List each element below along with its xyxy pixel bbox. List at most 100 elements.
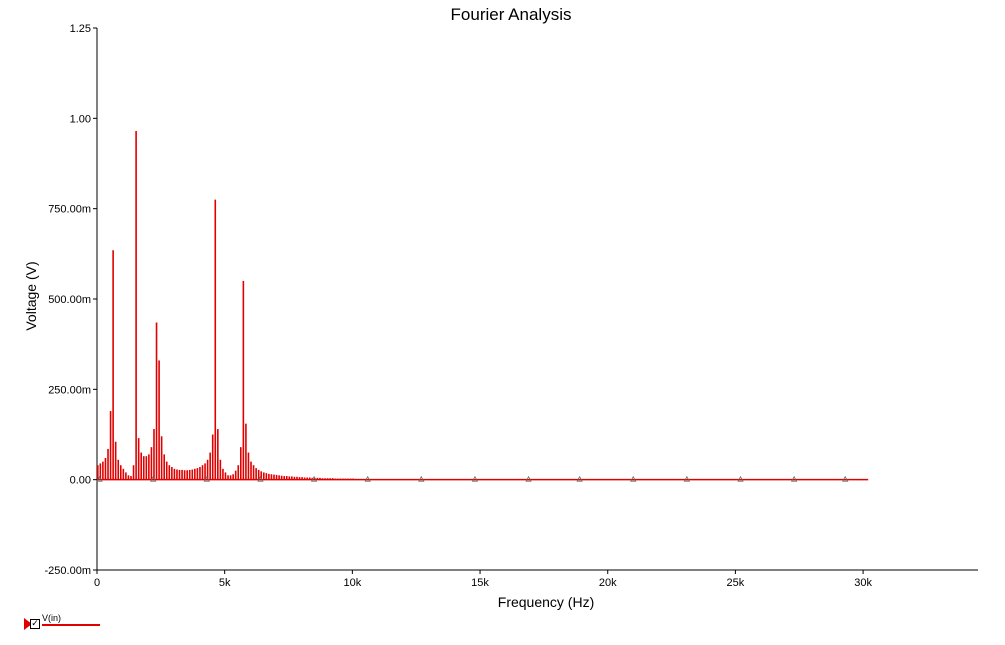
baseline-marker: [683, 475, 691, 482]
spectrum-bar: [107, 448, 109, 480]
spectrum-bar: [165, 461, 168, 480]
spectrum-bar: [176, 469, 178, 480]
spectrum-bar: [97, 465, 99, 480]
baseline-marker: [842, 475, 849, 482]
spectrum-bar: [125, 472, 127, 480]
spectrum-bar: [245, 423, 247, 480]
x-axis-title: Frequency (Hz): [498, 594, 594, 610]
spectrum-bar: [112, 250, 114, 480]
baseline-marker: [525, 475, 532, 482]
spectrum-bar: [265, 473, 268, 480]
spectrum-bar: [206, 459, 209, 480]
spectrum-bar: [255, 468, 257, 480]
baseline-marker: [203, 475, 210, 482]
spectrum-bar: [122, 468, 125, 480]
spectrum-bar: [173, 468, 176, 480]
spectrum-bar: [119, 465, 122, 480]
spectrum-bar: [183, 470, 186, 480]
x-ticks: 0 5k 10k 15k 20k 25k 30k: [94, 570, 872, 589]
spectrum-bar: [222, 468, 224, 480]
spectrum-bar: [232, 474, 234, 480]
spectrum-bar: [142, 456, 145, 480]
spectrum-bar: [275, 474, 278, 480]
spectrum-bar: [288, 476, 291, 480]
spectrum-bar: [117, 459, 120, 480]
y-ticks: -250.00m 0.00 250.00m 500.00m 750.00m 1.00 1.2…: [45, 23, 97, 577]
spectrum-bar: [199, 467, 201, 480]
spectrum-bar: [260, 471, 263, 480]
spectrum-bar: [145, 456, 148, 480]
spectrum-bar: [130, 476, 132, 480]
spectrum-bar: [99, 463, 102, 480]
spectrum-bar: [224, 472, 227, 480]
x-tick-label: 5k: [219, 577, 231, 589]
series-baseline: [96, 475, 869, 482]
spectrum-bar: [280, 475, 283, 480]
spectrum-bar: [252, 465, 255, 480]
spectrum-bar: [229, 475, 232, 480]
spectrum-bar: [219, 459, 222, 480]
y-tick-label: -250.00m: [45, 565, 91, 577]
baseline-marker: [96, 475, 103, 482]
spectrum-bar: [201, 465, 204, 480]
spectrum-bar: [109, 411, 112, 480]
baseline-marker: [364, 475, 371, 482]
legend-checkbox[interactable]: ✓: [30, 619, 40, 629]
spectrum-bar: [181, 469, 183, 480]
x-tick-label: 25k: [727, 577, 745, 589]
spectrum-bar: [319, 477, 321, 480]
spectrum-bar: [250, 461, 252, 480]
spectrum-bar: [168, 465, 171, 480]
spectrum-bar: [311, 477, 314, 480]
spectrum-bar: [316, 477, 319, 480]
spectrum-bar: [150, 447, 153, 480]
y-tick-label: 500.00m: [48, 294, 91, 306]
spectrum-bar: [303, 477, 306, 480]
spectrum-bar: [291, 476, 293, 480]
spectrum-bar: [296, 476, 298, 480]
spectrum-bar: [234, 470, 237, 480]
spectrum-bar: [247, 452, 250, 480]
spectrum-bar: [306, 477, 308, 480]
spectrum-bar: [158, 360, 160, 480]
spectrum-bar: [155, 322, 158, 480]
spectrum-bar: [262, 472, 265, 480]
x-tick-label: 20k: [599, 577, 617, 589]
spectrum-bar: [102, 461, 104, 480]
baseline-marker: [257, 475, 264, 482]
spectrum-bar: [242, 280, 245, 480]
spectrum-bar: [132, 465, 135, 480]
y-tick-label: 1.25: [70, 23, 91, 35]
spectrum-bar: [140, 452, 143, 480]
spectrum-bar: [257, 469, 260, 480]
spectrum-bar: [163, 454, 165, 480]
y-tick-label: 0.00: [70, 475, 91, 487]
spectrum-bar: [298, 477, 301, 480]
baseline-marker: [418, 475, 425, 482]
spectrum-bar: [148, 454, 150, 480]
legend-series-line: [42, 624, 100, 626]
spectrum-bar: [204, 463, 206, 480]
y-tick-label: 250.00m: [48, 384, 91, 396]
spectrum-bar: [137, 438, 140, 480]
spectrum-bar: [114, 441, 117, 480]
baseline-marker: [149, 475, 157, 482]
x-tick-label: 30k: [854, 577, 872, 589]
spectrum-bar: [268, 473, 270, 480]
spectrum-bar: [178, 469, 181, 480]
spectrum-bar: [270, 474, 273, 480]
spectrum-bar: [209, 452, 211, 480]
baseline-marker: [576, 475, 583, 482]
spectrum-bar: [191, 469, 194, 480]
spectrum-bar: [104, 457, 107, 480]
baseline-marker: [790, 475, 798, 482]
baseline-marker: [737, 475, 744, 482]
spectrum-bar: [278, 475, 280, 480]
spectrum-bar: [273, 474, 275, 480]
y-tick-label: 750.00m: [48, 204, 91, 216]
spectrum-bar: [240, 447, 242, 480]
spectrum-bar: [135, 130, 137, 480]
legend-arrow-icon: [24, 618, 32, 630]
spectrum-bar: [217, 429, 219, 480]
